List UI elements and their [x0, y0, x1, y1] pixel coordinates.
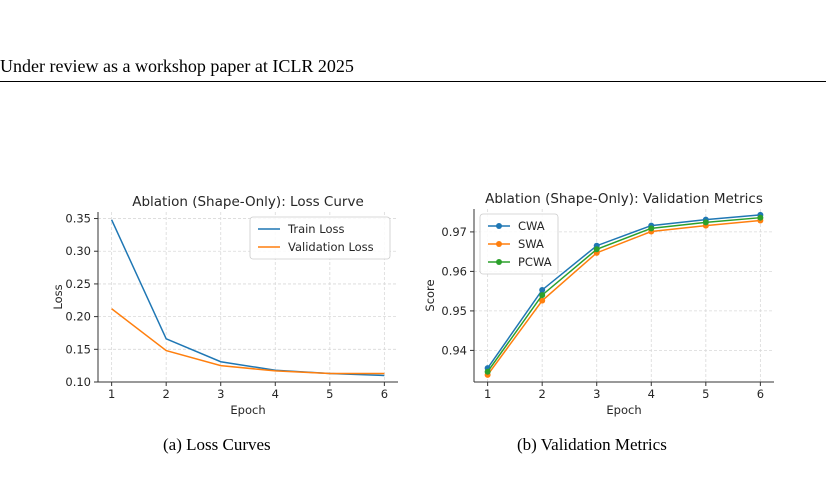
y-tick-label: 0.95 — [441, 304, 467, 318]
chart-title: Ablation (Shape-Only): Loss Curve — [132, 194, 364, 210]
x-tick-label: 5 — [326, 387, 333, 401]
chart-title: Ablation (Shape-Only): Validation Metric… — [485, 191, 763, 207]
legend-box — [249, 216, 391, 260]
y-tick-label: 0.25 — [65, 277, 91, 291]
x-axis-label: Epoch — [606, 403, 641, 417]
x-tick-label: 2 — [539, 387, 546, 401]
legend-marker-cwa — [496, 223, 502, 229]
y-tick-label: 0.35 — [65, 212, 91, 226]
x-tick-label: 5 — [702, 387, 709, 401]
legend-marker-swa — [496, 241, 502, 247]
data-point-pcwa — [648, 225, 655, 232]
series-line-pcwa — [487, 216, 761, 373]
y-tick-label: 0.15 — [65, 342, 91, 356]
x-tick-label: 4 — [648, 387, 655, 401]
running-head: Under review as a workshop paper at ICLR… — [0, 56, 354, 76]
y-tick-label: 0.30 — [65, 244, 91, 258]
legend-marker-pcwa — [496, 259, 502, 265]
figure-caption-a: (a) Loss Curves — [163, 435, 271, 454]
y-tick-label: 0.10 — [65, 375, 91, 389]
x-tick-label: 4 — [272, 387, 279, 401]
data-point-pcwa — [593, 246, 600, 253]
legend-label-cwa: CWA — [518, 219, 545, 233]
header-rule — [0, 81, 826, 82]
y-axis-label: Score — [423, 279, 437, 311]
data-point-swa — [539, 297, 546, 304]
y-tick-label: 0.20 — [65, 310, 91, 324]
x-tick-label: 2 — [163, 387, 170, 401]
data-point-pcwa — [702, 219, 709, 226]
y-tick-label: 0.96 — [441, 264, 467, 278]
x-tick-label: 6 — [381, 387, 388, 401]
legend-label-pcwa: PCWA — [518, 255, 552, 269]
legend-box — [479, 213, 559, 275]
data-point-pcwa — [757, 214, 764, 221]
y-tick-label: 0.94 — [441, 343, 467, 357]
x-axis-label: Epoch — [230, 403, 265, 417]
legend-label-validation-loss: Validation Loss — [288, 240, 374, 254]
x-tick-label: 1 — [484, 387, 491, 401]
legend-label-train-loss: Train Loss — [287, 222, 344, 236]
figure-caption-b: (b) Validation Metrics — [517, 435, 667, 454]
series-line-validation-loss — [111, 308, 385, 375]
y-axis-label: Loss — [51, 284, 65, 309]
loss-curve-chart: Ablation (Shape-Only): Loss Curve 1 2 3 4 5 6 0… — [51, 194, 398, 417]
y-tick-label: 0.97 — [441, 225, 467, 239]
validation-metrics-chart: Ablation (Shape-Only): Validation Metric… — [423, 191, 774, 417]
x-tick-label: 1 — [108, 387, 115, 401]
legend-label-swa: SWA — [518, 237, 544, 251]
x-tick-label: 3 — [217, 387, 224, 401]
x-tick-label: 6 — [757, 387, 764, 401]
x-tick-label: 3 — [593, 387, 600, 401]
data-point-pcwa — [484, 368, 491, 375]
series-line-cwa — [487, 214, 761, 369]
data-point-cwa — [539, 286, 546, 293]
data-point-pcwa — [539, 292, 546, 299]
series-line-swa — [487, 219, 761, 376]
